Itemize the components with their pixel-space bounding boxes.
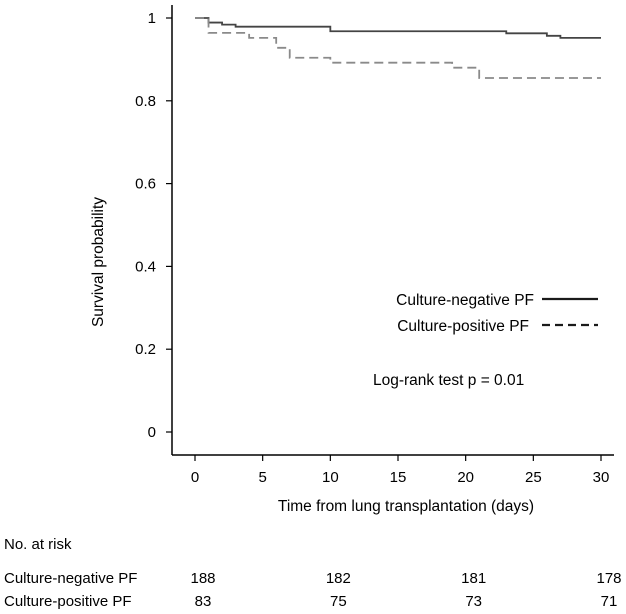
axes — [166, 5, 614, 461]
survival-curves — [195, 17, 601, 79]
survival-curve-culture-negative — [195, 17, 601, 39]
legend-label-negative: Culture-negative PF — [396, 292, 534, 309]
risk-count: 178 — [596, 570, 621, 587]
risk-count: 181 — [461, 570, 486, 587]
y-axis-label: Survival probability — [90, 197, 107, 327]
risk-row-label: Culture-positive PF — [4, 593, 132, 610]
legend-label-positive: Culture-positive PF — [397, 318, 529, 335]
risk-count: 188 — [190, 570, 215, 587]
y-tick-label: 0 — [148, 424, 156, 441]
risk-row-label: Culture-negative PF — [4, 570, 137, 587]
tick-labels: 0 5 10 15 20 25 30 0 0.2 0.4 0.6 0.8 1 — [135, 10, 609, 486]
x-tick-label: 5 — [258, 469, 266, 486]
y-tick-label: 0.6 — [135, 176, 156, 193]
y-tick-label: 1 — [148, 10, 156, 27]
risk-count: 83 — [195, 593, 212, 610]
risk-count: 71 — [601, 593, 618, 610]
x-tick-label: 15 — [390, 469, 407, 486]
x-tick-label: 25 — [525, 469, 542, 486]
risk-count: 73 — [465, 593, 482, 610]
y-tick-label: 0.8 — [135, 93, 156, 110]
risk-count: 75 — [330, 593, 347, 610]
y-tick-label: 0.2 — [135, 341, 156, 358]
risk-count: 182 — [326, 570, 351, 587]
log-rank-annotation: Log-rank test p = 0.01 — [373, 372, 524, 389]
legend: Culture-negative PF Culture-positive PF — [396, 292, 598, 335]
x-tick-label: 0 — [191, 469, 199, 486]
x-tick-label: 10 — [322, 469, 339, 486]
x-axis-label: Time from lung transplantation (days) — [278, 498, 534, 515]
x-tick-label: 20 — [457, 469, 474, 486]
risk-table-rows: Culture-negative PF 188 182 181 178 Culture-p… — [4, 570, 622, 610]
survival-curve-culture-positive — [195, 17, 601, 79]
x-tick-label: 30 — [593, 469, 610, 486]
risk-table-title: No. at risk — [4, 536, 72, 553]
risk-table: No. at risk Culture-negative PF 188 182 181… — [4, 536, 622, 610]
y-tick-label: 0.4 — [135, 258, 156, 275]
